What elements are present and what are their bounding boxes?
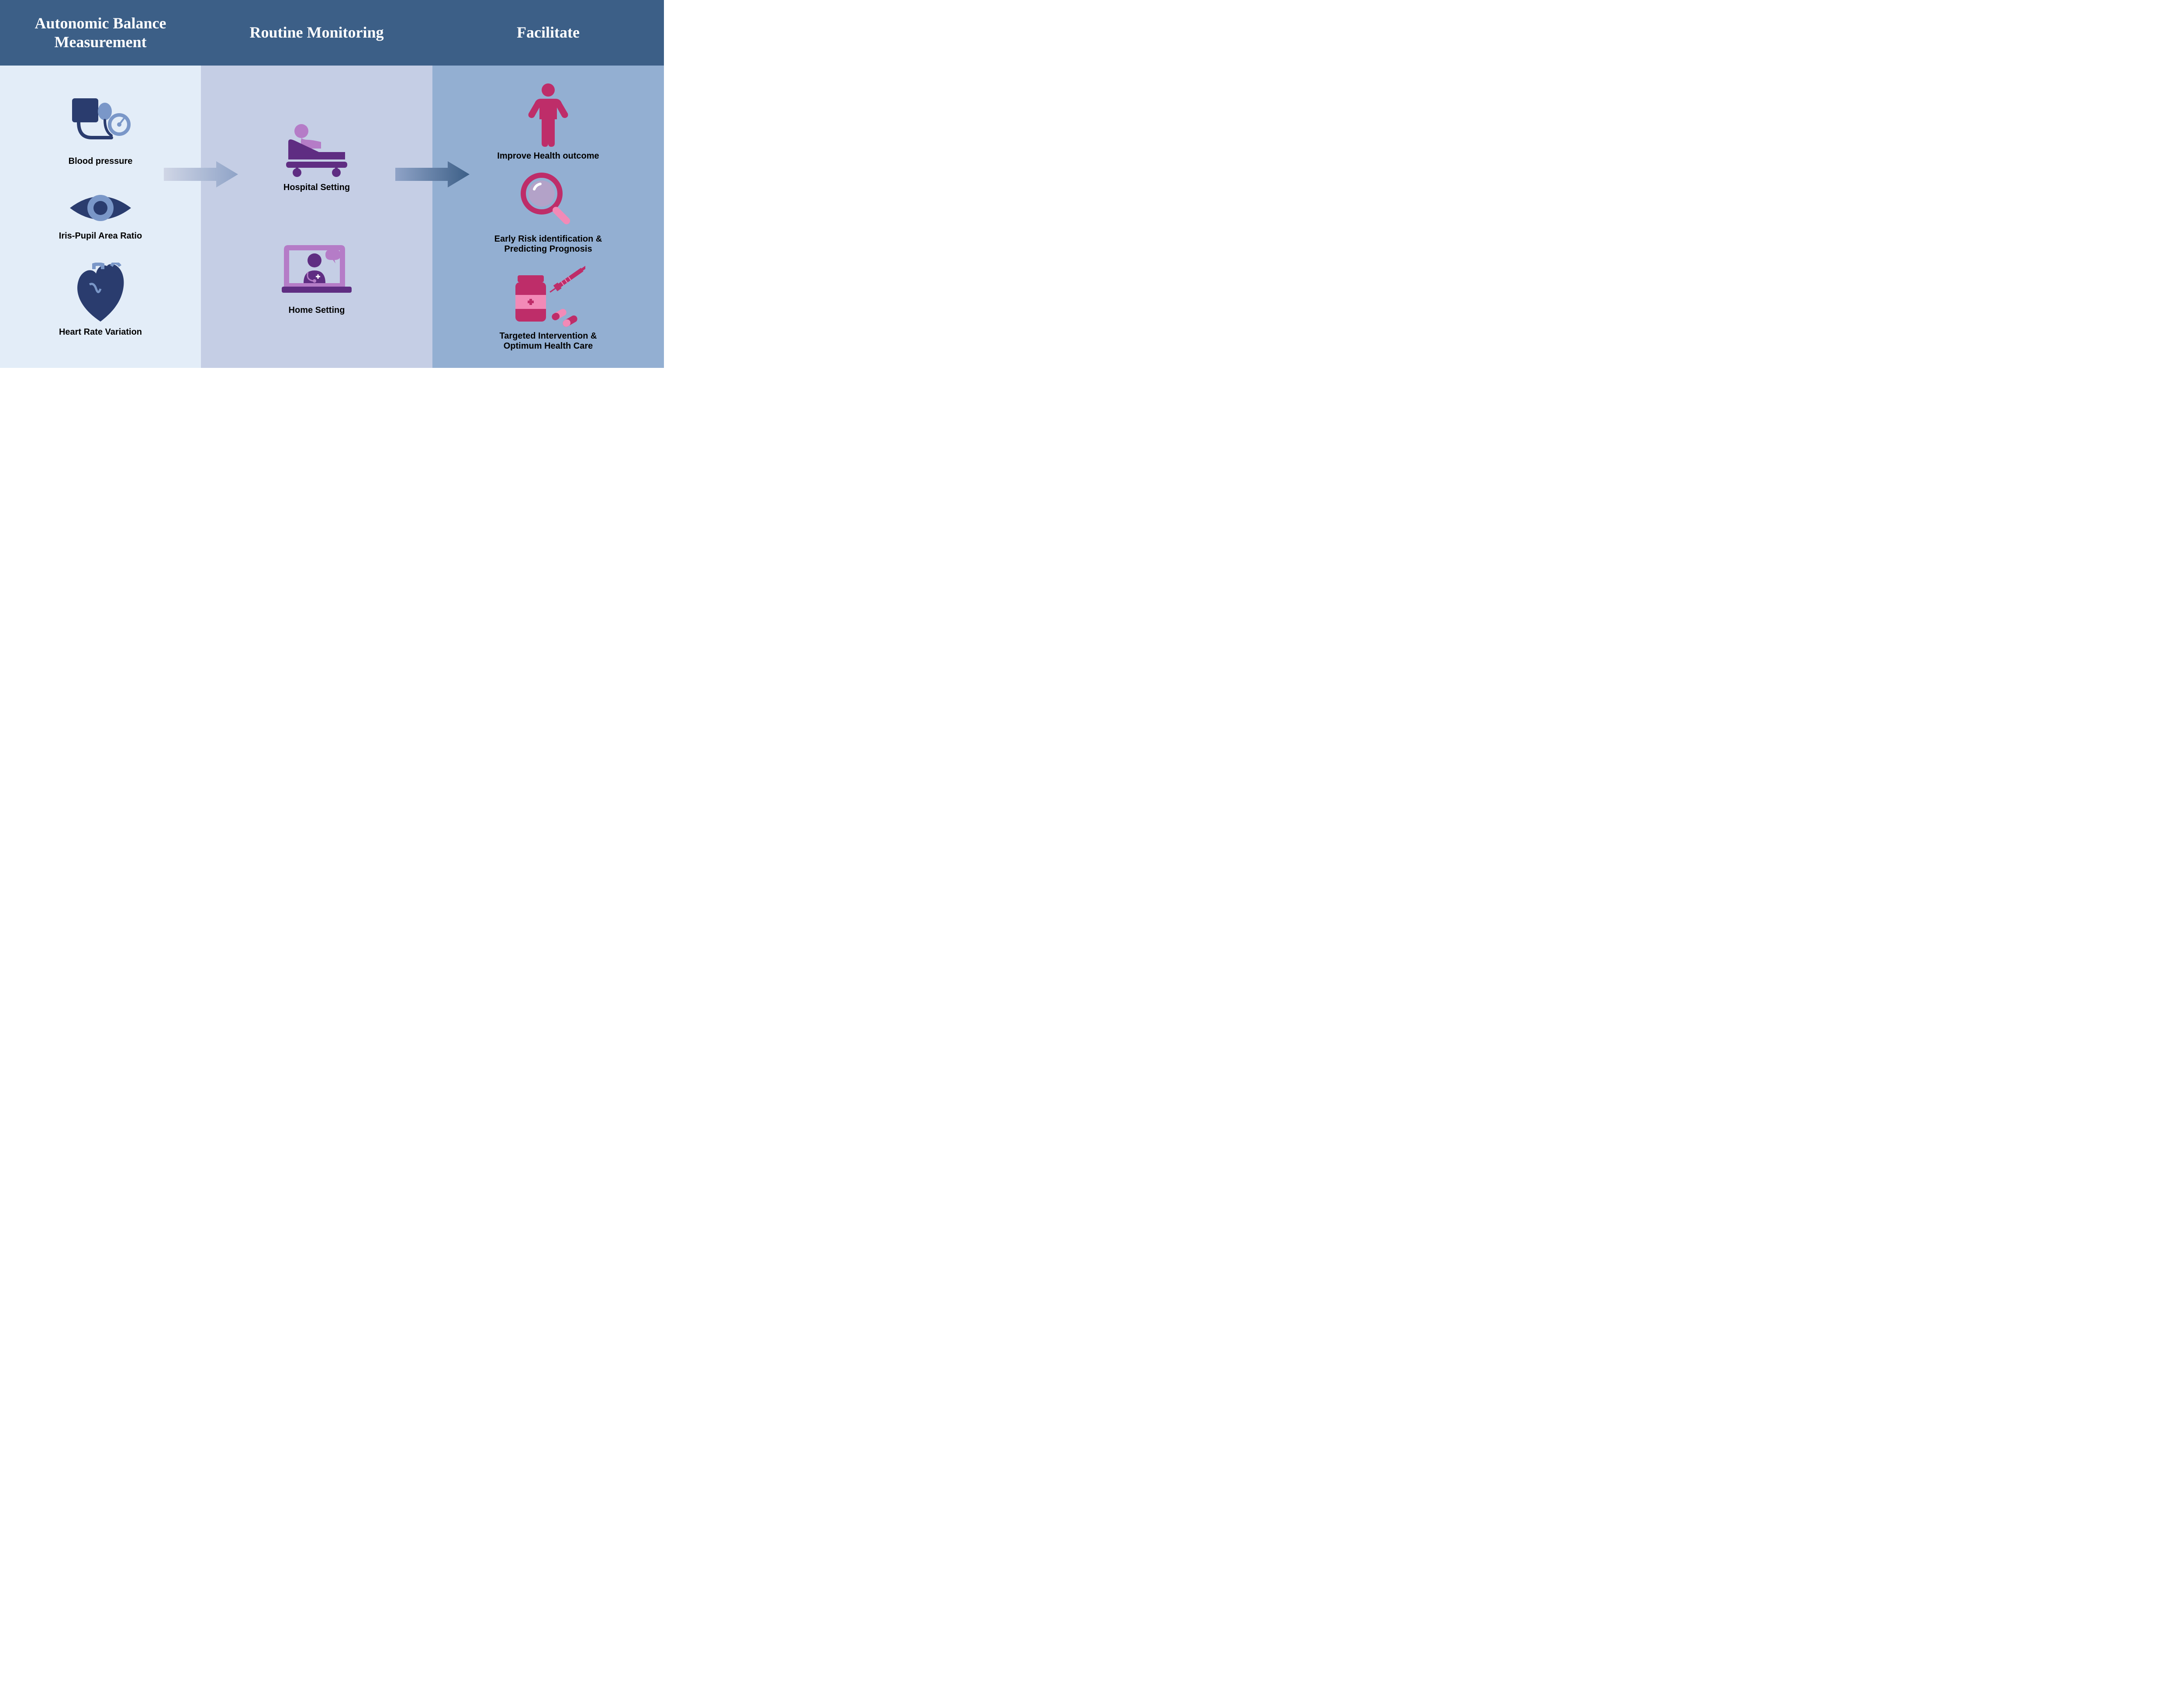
body-row: Blood pressure Iris-Pupil Area Ratio Hea… [0, 66, 664, 368]
header-cell-0: Autonomic Balance Measurement [0, 0, 201, 66]
magnifier-icon [518, 170, 579, 231]
header-row: Autonomic Balance MeasurementRoutine Mon… [0, 0, 664, 66]
item-hospital-bed: Hospital Setting [277, 118, 356, 193]
item-label: Targeted Intervention & Optimum Health C… [491, 331, 605, 351]
hospital-bed-icon [277, 118, 356, 179]
item-heart: Heart Rate Variation [59, 263, 142, 337]
item-label: Home Setting [289, 305, 345, 315]
item-person: Improve Health outcome [497, 82, 599, 161]
blood-pressure-icon [68, 96, 133, 153]
telemedicine-icon [280, 236, 354, 302]
item-label: Hospital Setting [283, 183, 350, 193]
item-magnifier: Early Risk identification & Predicting P… [491, 170, 605, 254]
item-label: Improve Health outcome [497, 151, 599, 161]
header-cell-1: Routine Monitoring [201, 0, 432, 66]
person-icon [524, 82, 572, 148]
item-label: Early Risk identification & Predicting P… [491, 234, 605, 254]
item-eye: Iris-Pupil Area Ratio [59, 188, 142, 241]
medicine-icon [511, 262, 585, 328]
item-label: Iris-Pupil Area Ratio [59, 231, 142, 241]
item-medicine: Targeted Intervention & Optimum Health C… [491, 262, 605, 351]
column-0: Blood pressure Iris-Pupil Area Ratio Hea… [0, 66, 201, 368]
column-1: Hospital Setting Home Setting [201, 66, 432, 368]
item-label: Heart Rate Variation [59, 327, 142, 337]
eye-icon [66, 188, 135, 228]
heart-icon [72, 263, 129, 324]
header-cell-2: Facilitate [432, 0, 664, 66]
item-telemedicine: Home Setting [280, 236, 354, 315]
column-2: Improve Health outcome Early Risk identi… [432, 66, 664, 368]
item-blood-pressure: Blood pressure [68, 96, 133, 166]
item-label: Blood pressure [69, 156, 133, 166]
